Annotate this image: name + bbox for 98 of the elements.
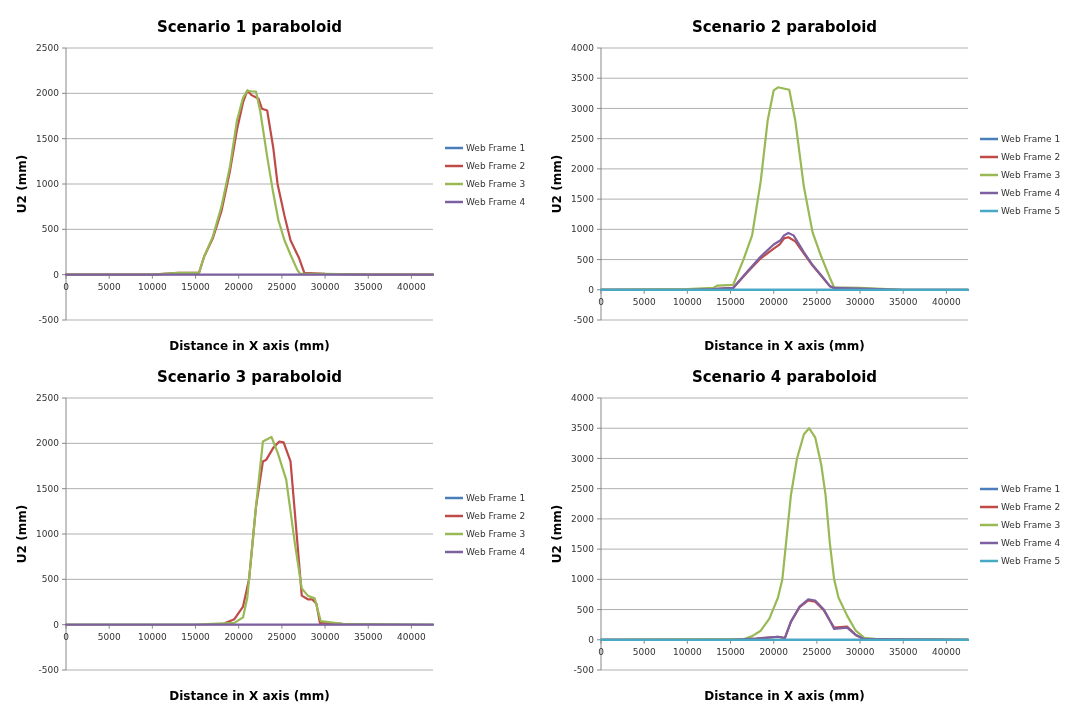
- x-tick-label: 10000: [673, 646, 702, 657]
- y-tick-label: 1000: [571, 574, 595, 585]
- y-tick-label: 500: [41, 224, 60, 235]
- x-tick-label: 25000: [267, 631, 297, 642]
- x-tick-label: 30000: [310, 631, 340, 642]
- legend-label: Web Frame 2: [1001, 152, 1061, 163]
- y-tick-label: 1000: [36, 529, 60, 540]
- x-tick-label: 40000: [932, 646, 961, 657]
- x-axis-title: Distance in X axis (mm): [704, 689, 865, 703]
- x-tick-label: 20000: [224, 281, 254, 292]
- x-tick-label: 30000: [845, 296, 875, 307]
- legend-label: Web Frame 3: [1001, 170, 1061, 181]
- x-tick-label: 40000: [397, 631, 426, 642]
- y-tick-label: 500: [576, 604, 595, 615]
- y-axis-title: U2 (mm): [15, 154, 29, 214]
- x-tick-label: 0: [598, 296, 605, 307]
- x-tick-label: 35000: [888, 296, 918, 307]
- y-tick-label: 1500: [571, 194, 595, 205]
- chart-title: Scenario 2 paraboloid: [691, 18, 878, 36]
- chart-title: Scenario 3 paraboloid: [156, 368, 343, 386]
- x-tick-label: 10000: [138, 631, 167, 642]
- y-tick-label: 1500: [36, 483, 60, 494]
- y-tick-label: 2500: [36, 43, 60, 54]
- x-tick-label: 0: [63, 281, 70, 292]
- x-tick-label: 25000: [267, 281, 297, 292]
- x-tick-label: 35000: [353, 631, 383, 642]
- legend-label: Web Frame 1: [466, 143, 526, 154]
- legend-label: Web Frame 1: [1001, 484, 1061, 495]
- y-tick-label: 4000: [571, 43, 595, 54]
- x-tick-label: 25000: [802, 646, 832, 657]
- y-axis-title: U2 (mm): [550, 504, 564, 564]
- x-tick-label: 30000: [310, 281, 340, 292]
- y-tick-label: 500: [576, 254, 595, 265]
- legend-label: Web Frame 4: [1001, 188, 1061, 199]
- x-tick-label: 0: [63, 631, 70, 642]
- y-tick-label: 3000: [571, 103, 595, 114]
- x-tick-label: 0: [598, 646, 605, 657]
- y-tick-label: 2500: [571, 483, 595, 494]
- y-tick-label: 4000: [571, 393, 595, 404]
- x-tick-label: 5000: [632, 296, 656, 307]
- x-tick-label: 25000: [802, 296, 832, 307]
- x-tick-label: 40000: [932, 296, 961, 307]
- legend-label: Web Frame 1: [466, 493, 526, 504]
- x-axis-title: Distance in X axis (mm): [169, 339, 330, 353]
- legend-label: Web Frame 3: [1001, 520, 1061, 531]
- x-tick-label: 15000: [181, 281, 211, 292]
- x-tick-label: 30000: [845, 646, 875, 657]
- legend-label: Web Frame 5: [1001, 556, 1061, 567]
- x-tick-label: 10000: [673, 296, 702, 307]
- x-tick-label: 20000: [759, 646, 789, 657]
- x-tick-label: 10000: [138, 281, 167, 292]
- x-tick-label: 5000: [97, 631, 121, 642]
- legend-label: Web Frame 5: [1001, 206, 1061, 217]
- y-tick-label: 2000: [36, 88, 60, 99]
- x-tick-label: 5000: [632, 646, 656, 657]
- y-tick-label: 1000: [36, 179, 60, 190]
- x-tick-label: 35000: [888, 646, 918, 657]
- x-tick-label: 20000: [224, 631, 254, 642]
- legend-label: Web Frame 4: [466, 547, 526, 558]
- x-tick-label: 15000: [716, 646, 746, 657]
- y-tick-label: 2000: [36, 438, 60, 449]
- legend-label: Web Frame 2: [466, 511, 526, 522]
- y-tick-label: 0: [53, 619, 60, 630]
- legend-label: Web Frame 4: [466, 197, 526, 208]
- x-tick-label: 40000: [397, 281, 426, 292]
- legend-label: Web Frame 2: [1001, 502, 1061, 513]
- x-axis-title: Distance in X axis (mm): [704, 339, 865, 353]
- y-tick-label: -500: [38, 315, 60, 326]
- y-axis-title: U2 (mm): [15, 504, 29, 564]
- legend-label: Web Frame 4: [1001, 538, 1061, 549]
- y-tick-label: 2000: [571, 164, 595, 175]
- y-tick-label: 0: [53, 269, 60, 280]
- y-tick-label: 1500: [571, 544, 595, 555]
- x-tick-label: 15000: [181, 631, 211, 642]
- y-tick-label: 3500: [571, 73, 595, 84]
- x-tick-label: 35000: [353, 281, 383, 292]
- x-tick-label: 20000: [759, 296, 789, 307]
- y-tick-label: 2000: [571, 514, 595, 525]
- x-tick-label: 5000: [97, 281, 121, 292]
- y-axis-title: U2 (mm): [550, 154, 564, 214]
- legend-label: Web Frame 2: [466, 161, 526, 172]
- y-tick-label: 1000: [571, 224, 595, 235]
- y-tick-label: 2500: [36, 393, 60, 404]
- chart-title: Scenario 1 paraboloid: [156, 18, 343, 36]
- x-tick-label: 15000: [716, 296, 746, 307]
- chart-title: Scenario 4 paraboloid: [691, 368, 878, 386]
- legend-label: Web Frame 1: [1001, 134, 1061, 145]
- y-tick-label: 3500: [571, 423, 595, 434]
- y-tick-label: 1500: [36, 133, 60, 144]
- y-tick-label: -500: [573, 315, 595, 326]
- y-tick-label: -500: [38, 665, 60, 676]
- y-tick-label: 500: [41, 574, 60, 585]
- legend-label: Web Frame 3: [466, 179, 526, 190]
- x-axis-title: Distance in X axis (mm): [169, 689, 330, 703]
- y-tick-label: 3000: [571, 453, 595, 464]
- y-tick-label: 2500: [571, 133, 595, 144]
- y-tick-label: -500: [573, 665, 595, 676]
- legend-label: Web Frame 3: [466, 529, 526, 540]
